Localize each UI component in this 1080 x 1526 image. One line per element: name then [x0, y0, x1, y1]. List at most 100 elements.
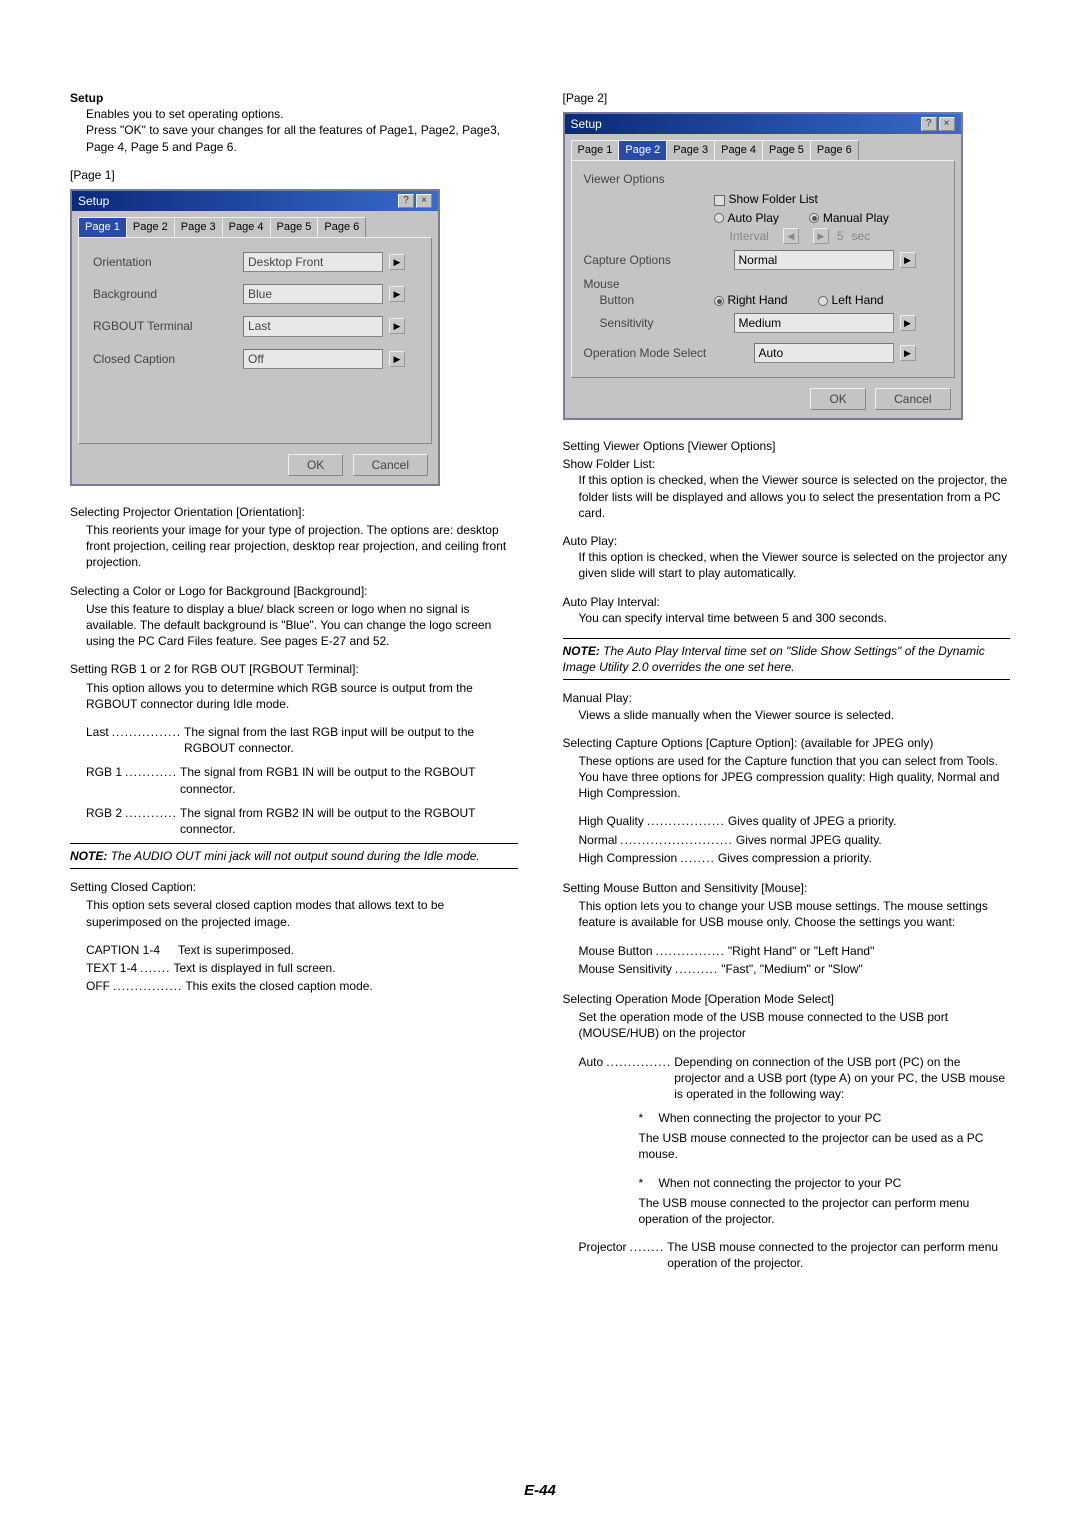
mouse-label: Mouse: [584, 276, 942, 292]
cancel-button[interactable]: Cancel: [353, 454, 428, 476]
righthand-radio[interactable]: [714, 296, 724, 306]
orientation-section-title: Selecting Projector Orientation [Orienta…: [70, 504, 518, 520]
opmode-body: Set the operation mode of the USB mouse …: [563, 1009, 1011, 1041]
help-icon[interactable]: ?: [921, 117, 937, 131]
setup-desc-2: Press "OK" to save your changes for all …: [86, 122, 518, 154]
tab-page5[interactable]: Page 5: [270, 217, 319, 237]
tab-page4[interactable]: Page 4: [222, 217, 271, 237]
tab-strip: Page 1 Page 2 Page 3 Page 4 Page 5 Page …: [72, 211, 438, 237]
background-body: Use this feature to display a blue/ blac…: [70, 601, 518, 650]
interval-down-icon[interactable]: ◀: [783, 228, 799, 244]
projector-label: Projector: [579, 1239, 627, 1271]
close-icon[interactable]: ×: [939, 117, 955, 131]
mouse-section-title: Setting Mouse Button and Sensitivity [Mo…: [563, 880, 1011, 896]
close-icon[interactable]: ×: [416, 194, 432, 208]
dropdown-arrow-icon[interactable]: ▶: [900, 252, 916, 268]
tab-page2[interactable]: Page 2: [618, 140, 667, 160]
tab-page4[interactable]: Page 4: [714, 140, 763, 160]
orientation-dropdown[interactable]: Desktop Front: [243, 252, 383, 272]
manualplay-body: Views a slide manually when the Viewer s…: [563, 707, 1011, 723]
autoplay-label: Auto Play: [728, 211, 779, 225]
viewer-section-title: Setting Viewer Options [Viewer Options]: [563, 438, 1011, 454]
dropdown-arrow-icon[interactable]: ▶: [389, 351, 405, 367]
interval-sec: sec: [852, 228, 871, 244]
tab-page3[interactable]: Page 3: [666, 140, 715, 160]
setup-dialog-page1: Setup ? × Page 1 Page 2 Page 3 Page 4 Pa…: [70, 189, 440, 486]
dropdown-arrow-icon[interactable]: ▶: [900, 315, 916, 331]
page2-label: [Page 2]: [563, 90, 1011, 106]
viewer-options-label: Viewer Options: [584, 171, 942, 187]
hc-val: Gives compression a priority.: [718, 850, 1010, 866]
sensitivity-label: Sensitivity: [600, 315, 734, 331]
setup-desc-1: Enables you to set operating options.: [86, 106, 518, 122]
hq-label: High Quality: [579, 813, 644, 829]
dialog-title: Setup: [78, 193, 396, 209]
interval-label: Interval: [730, 228, 769, 244]
page-number: E-44: [0, 1481, 1080, 1501]
sensitivity-value: Medium: [739, 315, 889, 331]
dialog2-title: Setup: [571, 116, 919, 132]
tab-page5[interactable]: Page 5: [762, 140, 811, 160]
capture-options-label: Capture Options: [584, 252, 734, 268]
showfolder-body: If this option is checked, when the View…: [563, 472, 1011, 521]
rgbout-label: RGBOUT Terminal: [93, 318, 243, 334]
page1-label: [Page 1]: [70, 167, 518, 183]
off-val: This exits the closed caption mode.: [185, 978, 517, 994]
tab-page1[interactable]: Page 1: [78, 217, 127, 237]
orientation-label: Orientation: [93, 254, 243, 270]
lefthand-label: Left Hand: [832, 293, 884, 307]
setup-heading: Setup: [70, 90, 518, 106]
dropdown-arrow-icon[interactable]: ▶: [900, 345, 916, 361]
help-icon[interactable]: ?: [398, 194, 414, 208]
dropdown-arrow-icon[interactable]: ▶: [389, 318, 405, 334]
rgbout-dropdown[interactable]: Last: [243, 316, 383, 336]
cancel-button[interactable]: Cancel: [875, 388, 950, 410]
background-dropdown[interactable]: Blue: [243, 284, 383, 304]
background-value: Blue: [248, 286, 378, 302]
interval-value: 5: [837, 228, 844, 244]
lefthand-radio[interactable]: [818, 296, 828, 306]
closedcaption-label: Closed Caption: [93, 351, 243, 367]
manualplay-radio[interactable]: [809, 213, 819, 223]
autoplay-radio[interactable]: [714, 213, 724, 223]
manualplay-title: Manual Play:: [563, 690, 1011, 706]
capture-section-title: Selecting Capture Options [Capture Optio…: [563, 735, 1011, 751]
msens-val: "Fast", "Medium" or "Slow": [721, 961, 1010, 977]
caption14-label: CAPTION 1-4: [86, 942, 178, 958]
mouse-body: This option lets you to change your USB …: [563, 898, 1011, 930]
background-label: Background: [93, 286, 243, 302]
tab-page6[interactable]: Page 6: [317, 217, 366, 237]
sensitivity-dropdown[interactable]: Medium: [734, 313, 894, 333]
ok-button[interactable]: OK: [810, 388, 865, 410]
mbutton-val: "Right Hand" or "Left Hand": [728, 943, 1010, 959]
caption14-val: Text is superimposed.: [178, 942, 518, 958]
closedcaption-dropdown[interactable]: Off: [243, 349, 383, 369]
tab-page1[interactable]: Page 1: [571, 140, 620, 160]
rgbout-section-title: Setting RGB 1 or 2 for RGB OUT [RGBOUT T…: [70, 661, 518, 677]
text14-val: Text is displayed in full screen.: [173, 960, 517, 976]
autoplay-body: If this option is checked, when the View…: [563, 549, 1011, 581]
manualplay-label: Manual Play: [823, 211, 889, 225]
off-label: OFF: [86, 978, 110, 994]
tab-page3[interactable]: Page 3: [174, 217, 223, 237]
dropdown-arrow-icon[interactable]: ▶: [389, 254, 405, 270]
projector-val: The USB mouse connected to the projector…: [667, 1239, 1010, 1271]
dropdown-arrow-icon[interactable]: ▶: [389, 286, 405, 302]
hq-val: Gives quality of JPEG a priority.: [728, 813, 1010, 829]
auto-label: Auto: [579, 1054, 604, 1103]
tab-page2[interactable]: Page 2: [126, 217, 175, 237]
autoplay-title: Auto Play:: [563, 533, 1011, 549]
tab-page6[interactable]: Page 6: [810, 140, 859, 160]
autointerval-title: Auto Play Interval:: [563, 594, 1011, 610]
text14-label: TEXT 1-4: [86, 960, 137, 976]
msens-label: Mouse Sensitivity: [579, 961, 672, 977]
bullet-2b: The USB mouse connected to the projector…: [579, 1195, 1011, 1227]
ok-button[interactable]: OK: [288, 454, 343, 476]
show-folder-checkbox[interactable]: [714, 195, 725, 206]
bullet-2a: When not connecting the projector to you…: [579, 1175, 1011, 1191]
opmode-dropdown[interactable]: Auto: [754, 343, 894, 363]
capture-dropdown[interactable]: Normal: [734, 250, 894, 270]
opmode-section-title: Selecting Operation Mode [Operation Mode…: [563, 991, 1011, 1007]
audio-note: NOTE: NOTE: The AUDIO OUT mini jack will…: [70, 846, 518, 866]
interval-up-icon[interactable]: ▶: [813, 228, 829, 244]
